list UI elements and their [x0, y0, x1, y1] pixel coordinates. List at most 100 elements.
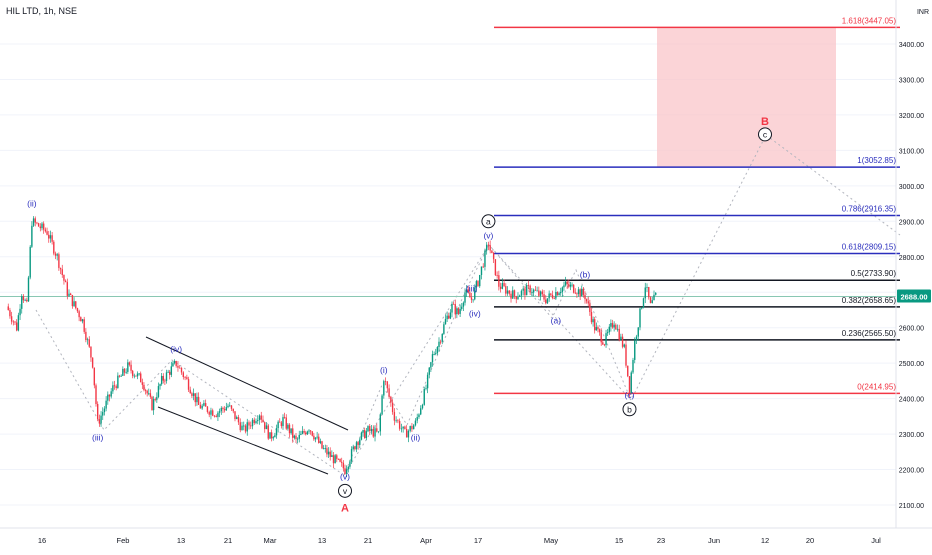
candle-body: [574, 292, 576, 294]
wave-label-B: B: [761, 116, 769, 128]
candle-body: [635, 336, 638, 341]
candle-body: [213, 415, 216, 417]
candle-body: [258, 415, 261, 421]
candle-body: [306, 431, 309, 435]
candle-body: [384, 381, 387, 382]
fib-label-0.618: 0.618(2809.15): [842, 243, 897, 252]
candle-body: [76, 308, 79, 312]
candle-body: [513, 290, 516, 297]
candle-body: [128, 362, 131, 365]
candle-body: [625, 344, 627, 366]
candle-body: [59, 267, 62, 270]
candle-body: [520, 290, 523, 296]
candle-body: [91, 357, 94, 368]
candle-body: [383, 381, 385, 396]
wave-label-(i): (i): [380, 365, 388, 375]
candle-body: [354, 446, 356, 450]
wave-line-abc: [488, 244, 632, 401]
candle-body: [364, 430, 366, 439]
wave-line-impulse-down: [35, 309, 345, 476]
candle-body: [305, 432, 307, 435]
fib-label-0.382: 0.382(2658.65): [842, 296, 897, 305]
candle-body: [581, 288, 583, 297]
candle-body: [414, 420, 417, 426]
wave-label-(ii): (ii): [411, 433, 421, 443]
time-tick: 21: [224, 536, 232, 545]
candle-body: [355, 442, 358, 450]
candle-body: [491, 250, 493, 254]
candle-body: [255, 421, 257, 424]
candle-body: [280, 422, 283, 427]
candle-body: [152, 399, 155, 411]
candle-body: [653, 294, 655, 301]
candle-body: [525, 285, 528, 296]
candle-body: [553, 297, 555, 299]
candle-body: [311, 431, 313, 436]
candle-body: [81, 319, 84, 322]
candle-body: [26, 299, 28, 302]
candle-body: [498, 275, 500, 287]
candle-body: [610, 323, 612, 327]
candle-body: [184, 377, 186, 378]
candle-body: [73, 301, 75, 307]
candle-body: [136, 373, 139, 377]
candle-body: [339, 459, 341, 462]
candle-body: [349, 461, 351, 467]
candle-body: [332, 455, 335, 464]
candle-body: [321, 441, 323, 449]
candle-body: [210, 410, 212, 415]
candle-body: [295, 435, 297, 440]
candle-body: [140, 373, 142, 383]
candle-body: [78, 311, 80, 318]
candle-body: [309, 430, 312, 432]
time-tick: Jun: [708, 536, 720, 545]
candle-body: [362, 430, 364, 433]
candle-body: [475, 281, 478, 288]
candle-body: [477, 281, 479, 287]
candle-body: [194, 393, 196, 403]
candle-body: [220, 407, 222, 412]
candle-body: [423, 388, 425, 405]
time-axis[interactable]: 16 Feb 13 21 Mar 13 21 Apr 17 May 15 23 Jun 12 20 Jul: [0, 527, 932, 545]
candle-body: [120, 375, 122, 377]
candle-body: [439, 341, 442, 343]
fib-label-0.5: 0.5(2733.90): [851, 269, 897, 278]
candle-body: [435, 353, 437, 355]
candle-body: [512, 290, 514, 299]
candle-body: [374, 428, 376, 437]
candle-body: [144, 390, 147, 391]
candle-body: [563, 285, 565, 288]
candle-body: [560, 292, 562, 294]
candle-body: [395, 420, 397, 422]
candle-body: [527, 285, 530, 286]
candle-body: [298, 434, 300, 439]
candle-body: [167, 371, 169, 373]
symbol-title: HIL LTD, 1h, NSE: [6, 6, 78, 16]
candle-body: [506, 290, 509, 294]
price-tick-3200: 3200.00: [899, 113, 924, 120]
wave-circle-a: [481, 214, 496, 229]
candle-body: [360, 432, 363, 440]
candle-body: [287, 424, 289, 429]
candle-body: [172, 363, 174, 367]
candle-body: [603, 344, 606, 346]
wave-channel: [145, 336, 349, 475]
wave-label-(v): (v): [340, 472, 350, 482]
candle-body: [192, 393, 195, 396]
candle-body: [508, 290, 510, 294]
candle-body: [279, 421, 281, 423]
wave-labels: (ii) (iii) (iv) (v) vA (i) (ii) (iii) (iv) (v) a (a…: [27, 116, 772, 515]
candle-body: [154, 399, 156, 400]
current-price-badge: [897, 289, 931, 303]
candle-body: [83, 319, 85, 332]
candle-body: [388, 388, 390, 397]
candle-body: [282, 417, 284, 427]
candle-body: [566, 281, 568, 285]
candle-body: [293, 435, 296, 438]
candle-body: [577, 289, 580, 295]
candle-body: [285, 417, 287, 429]
price-axis[interactable]: INR 2100.00 2200.00 2300.00 2400.00 2500.00 26…: [895, 0, 931, 528]
candle-body: [467, 289, 469, 293]
